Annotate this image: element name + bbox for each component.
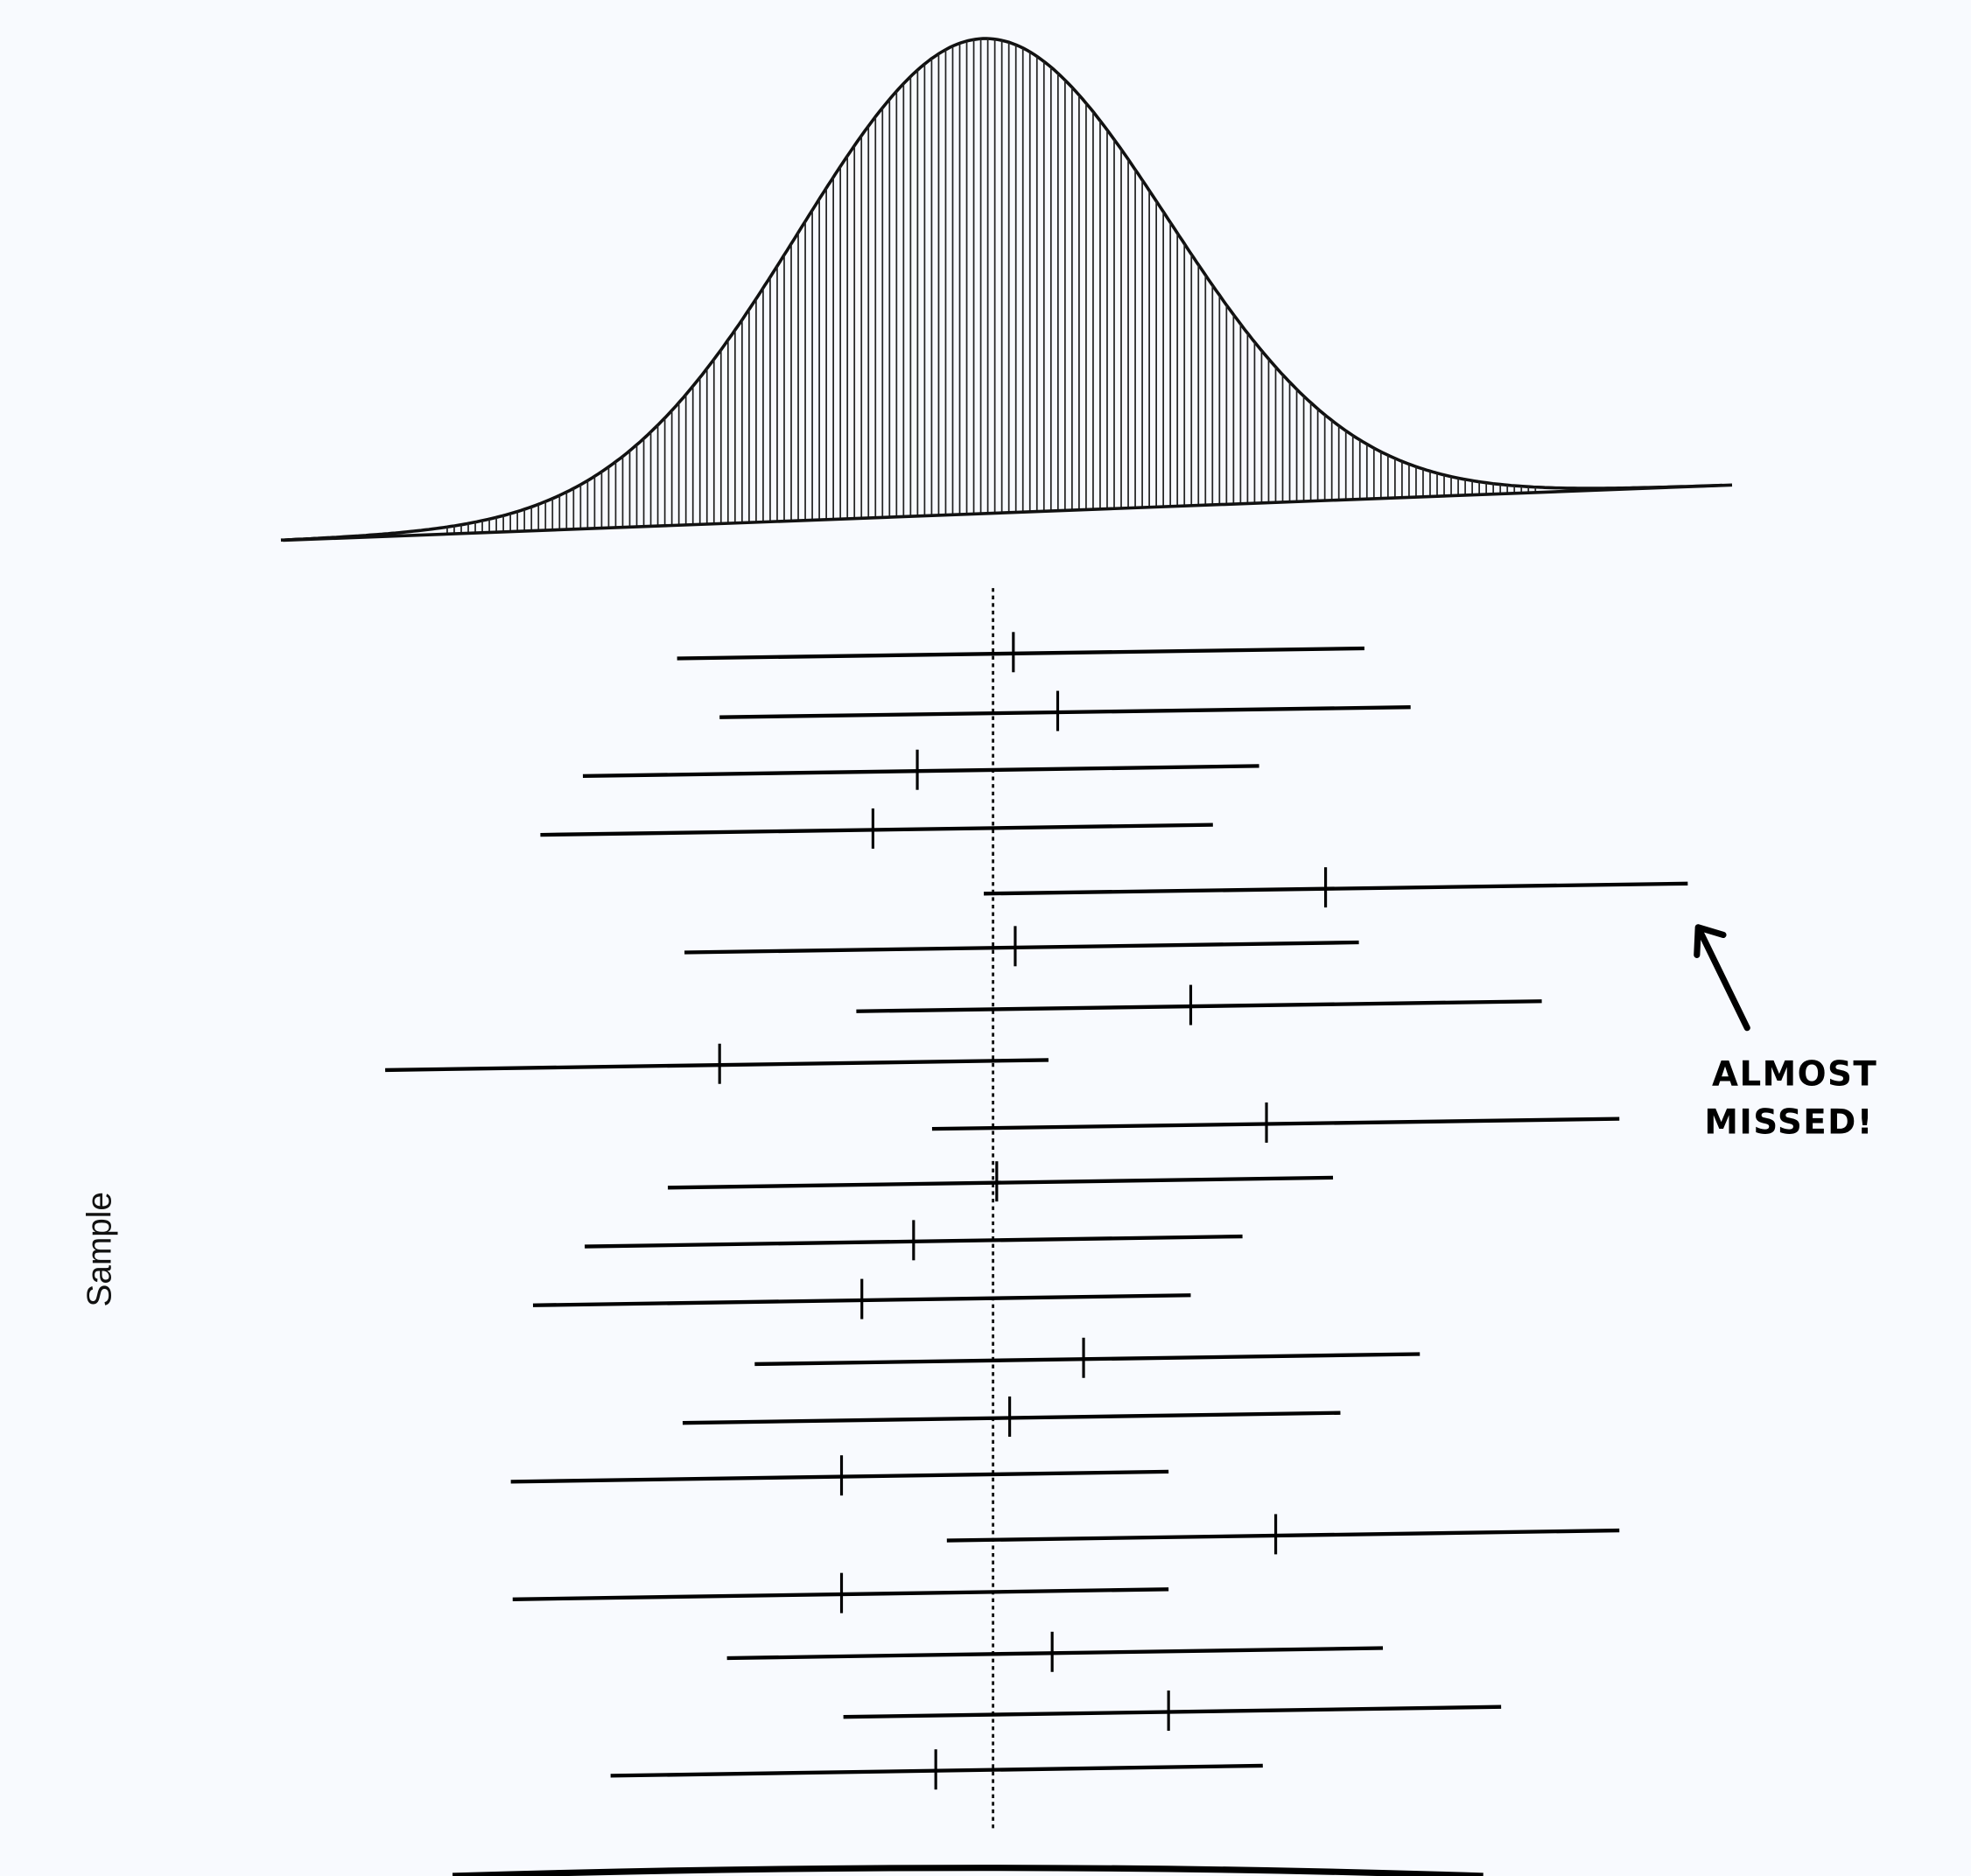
interval-line: [843, 1704, 1502, 1719]
distribution-curve: [280, 37, 1722, 542]
distribution-baseline: [283, 483, 1733, 542]
interval-line: [540, 822, 1213, 837]
bottom-axis-line: [452, 1865, 1484, 1876]
interval-9: [931, 1102, 1620, 1143]
interval-4: [540, 808, 1213, 849]
interval-1: [677, 632, 1364, 673]
interval-line: [582, 764, 1259, 779]
interval-5: [984, 867, 1688, 908]
arrow-icon: [1694, 924, 1750, 1032]
interval-12: [532, 1278, 1191, 1320]
interval-line: [684, 940, 1359, 955]
interval-8: [385, 1043, 1049, 1084]
interval-11: [585, 1220, 1243, 1261]
interval-16: [946, 1514, 1620, 1555]
interval-line: [754, 1352, 1420, 1367]
interval-17: [512, 1572, 1169, 1614]
intervals: [385, 632, 1688, 1790]
annotation-line1: ALMOST: [1712, 1055, 1877, 1095]
interval-3: [582, 749, 1259, 790]
interval-line: [856, 999, 1542, 1013]
interval-18: [726, 1631, 1384, 1672]
interval-19: [843, 1690, 1502, 1731]
interval-6: [684, 926, 1359, 967]
interval-7: [856, 984, 1542, 1026]
interval-line: [385, 1058, 1049, 1073]
interval-10: [668, 1161, 1334, 1202]
interval-20: [610, 1749, 1263, 1790]
annotation-line2: MISSED!: [1704, 1102, 1874, 1142]
interval-line: [931, 1116, 1620, 1131]
interval-line: [726, 1646, 1384, 1661]
interval-line: [719, 705, 1411, 719]
interval-line: [677, 646, 1364, 661]
interval-14: [682, 1396, 1341, 1437]
interval-2: [719, 690, 1411, 732]
sampling-distribution: [280, 37, 1733, 542]
interval-line: [984, 881, 1688, 896]
interval-15: [510, 1455, 1169, 1496]
interval-line: [946, 1528, 1620, 1543]
interval-line: [668, 1175, 1334, 1190]
interval-line: [682, 1410, 1341, 1425]
interval-13: [754, 1337, 1420, 1378]
annotation: ALMOST MISSED!: [1694, 924, 1877, 1142]
y-axis-label: Sample: [81, 1192, 119, 1306]
interval-line: [510, 1469, 1169, 1484]
